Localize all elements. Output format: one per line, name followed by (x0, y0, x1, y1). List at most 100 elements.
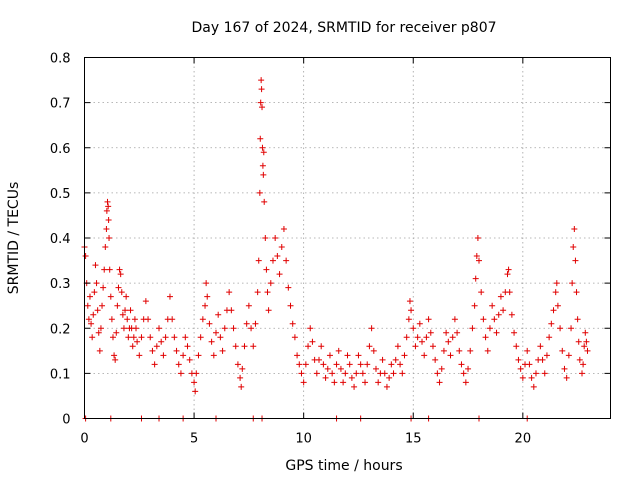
data-point (173, 347, 180, 354)
data-point (465, 365, 472, 372)
data-point (101, 266, 108, 273)
data-point (526, 361, 533, 368)
data-point (541, 370, 548, 377)
data-point (353, 370, 360, 377)
data-point (366, 343, 373, 350)
data-point (357, 361, 364, 368)
data-point (177, 370, 184, 377)
data-point (153, 343, 160, 350)
data-point (86, 293, 93, 300)
data-point (559, 347, 566, 354)
data-point (124, 316, 131, 323)
data-point (95, 329, 102, 336)
data-point (320, 361, 327, 368)
data-point (458, 361, 465, 368)
data-point (480, 316, 487, 323)
data-point (519, 374, 526, 381)
data-point (232, 343, 239, 350)
data-point (451, 316, 458, 323)
data-point (256, 189, 263, 196)
data-point (390, 370, 397, 377)
data-point (573, 289, 580, 296)
data-point (248, 325, 255, 332)
data-point (557, 325, 564, 332)
data-point (505, 266, 512, 273)
data-point (287, 302, 294, 309)
data-point (239, 365, 246, 372)
data-point (267, 280, 274, 287)
data-point (436, 379, 443, 386)
data-point (579, 370, 586, 377)
data-point (283, 257, 290, 264)
data-point (255, 257, 262, 264)
data-point (329, 370, 336, 377)
data-point (199, 316, 206, 323)
data-point (88, 320, 95, 327)
data-point (568, 325, 575, 332)
data-point (99, 302, 106, 309)
data-point (102, 244, 109, 251)
data-point (539, 356, 546, 363)
x-tick-label: 20 (515, 432, 532, 447)
data-point (443, 329, 450, 336)
y-tick-label: 0.4 (50, 232, 71, 247)
data-point (262, 235, 269, 241)
data-point (276, 271, 283, 278)
data-point (184, 343, 191, 350)
data-point (259, 162, 266, 169)
data-point (348, 374, 355, 381)
data-point (136, 352, 143, 359)
data-point (515, 356, 522, 363)
data-point (401, 352, 408, 359)
data-point (91, 289, 98, 296)
chart-title: Day 167 of 2024, SRMTID for receiver p80… (191, 20, 496, 36)
data-point (569, 280, 576, 287)
data-point (219, 347, 226, 354)
data-point (171, 334, 178, 341)
data-point (313, 370, 320, 377)
data-point (123, 293, 130, 300)
data-point (265, 307, 272, 314)
data-point (553, 280, 560, 287)
data-point (392, 356, 399, 363)
data-point (202, 302, 209, 309)
data-point (335, 347, 342, 354)
data-point (302, 361, 309, 368)
data-point (331, 379, 338, 386)
data-point (362, 379, 369, 386)
data-point (151, 361, 158, 368)
data-point (116, 266, 123, 273)
data-point (316, 356, 323, 363)
data-point (105, 203, 112, 210)
data-point (186, 356, 193, 363)
axis-ticks: 0 0.1 0.2 0.3 0.4 0.5 0.6 0.7 0.8 0 5 10 15 20 (50, 52, 611, 447)
data-point (298, 370, 305, 377)
data-point (129, 343, 136, 350)
data-point (89, 334, 96, 341)
y-tick-label: 0.8 (50, 52, 71, 67)
data-point (504, 271, 511, 278)
data-point (576, 356, 583, 363)
data-point (368, 325, 375, 332)
data-point (296, 361, 303, 368)
data-point (565, 352, 572, 359)
data-point (456, 347, 463, 354)
data-point (234, 361, 241, 368)
data-point (118, 289, 125, 296)
data-point (104, 198, 111, 205)
data-point (397, 361, 404, 368)
data-point (355, 352, 362, 359)
data-point (192, 388, 199, 395)
data-point (291, 334, 298, 341)
data-point (305, 343, 312, 350)
data-point (180, 352, 187, 359)
data-point (543, 352, 550, 359)
data-point (204, 293, 211, 300)
data-point (524, 347, 531, 354)
data-point (226, 289, 233, 296)
data-point (258, 77, 265, 84)
data-point (274, 253, 281, 260)
data-point (250, 343, 257, 350)
data-point (383, 383, 390, 390)
data-point (324, 365, 331, 372)
